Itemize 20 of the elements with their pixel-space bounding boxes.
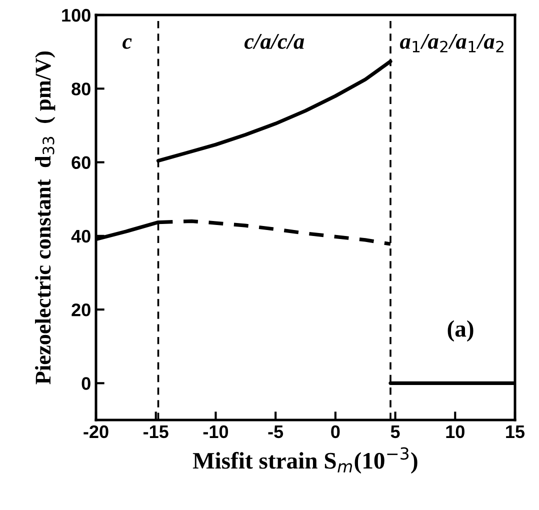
y-tick-label: 100	[62, 8, 90, 22]
x-axis-title: Misfit strain S$_{m}$(10$^{−3}$)	[192, 447, 418, 474]
y-tick-label: 80	[72, 82, 90, 96]
y-axis-title: Piezoelectric constant d$_{33}$ ( pm/V)	[35, 51, 56, 384]
x-tick-label: -20	[84, 425, 108, 438]
annotation: c/a/c/a	[244, 34, 304, 49]
y-tick-label: 60	[72, 156, 90, 169]
x-tick-label: -10	[203, 425, 228, 438]
x-tick-label: 15	[506, 426, 525, 438]
y-tick-label: 0	[82, 377, 90, 390]
annotation: a$_{1}$/a$_{2}$/a$_{1}$/a$_{2}$	[400, 34, 504, 52]
y-tick-label: 40	[71, 230, 90, 243]
x-tick-label: -5	[268, 426, 284, 438]
annotation: (a)	[448, 320, 474, 342]
y-tick-label: 20	[72, 303, 90, 316]
x-tick-label: -15	[144, 426, 168, 438]
annotation: c	[122, 38, 132, 49]
x-tick-label: 0	[331, 425, 340, 438]
x-tick-label: 10	[446, 425, 464, 438]
x-tick-label: 5	[390, 426, 400, 438]
